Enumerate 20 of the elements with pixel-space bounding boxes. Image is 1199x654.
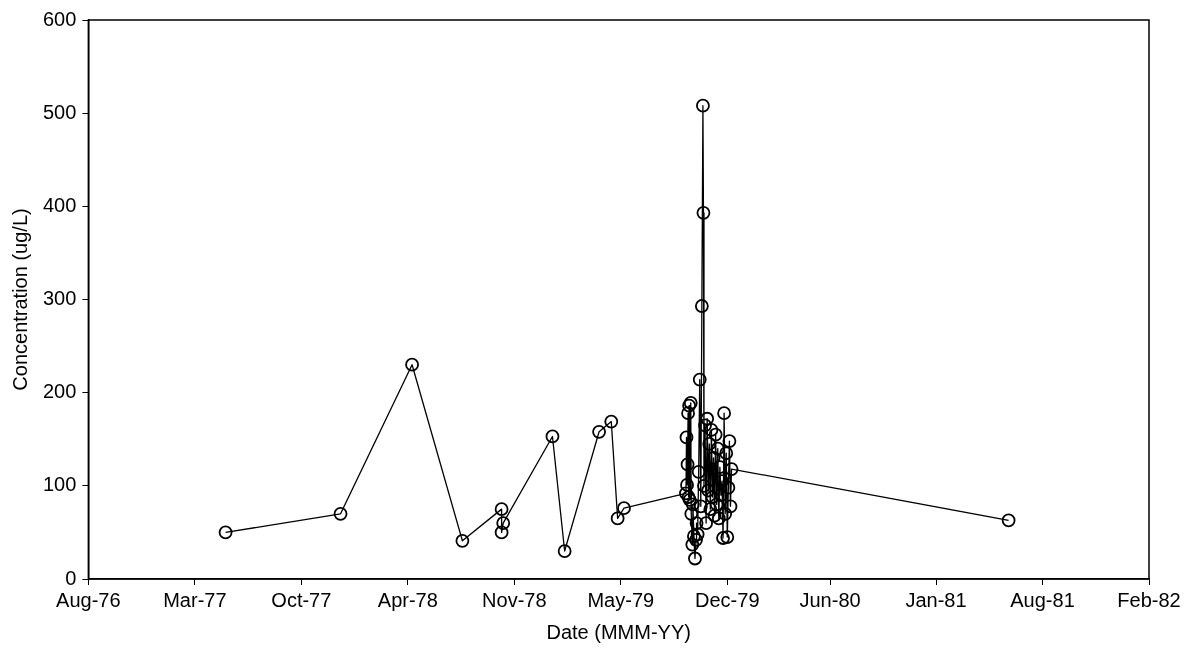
x-tick-label: Jun-80 <box>799 588 861 611</box>
y-tick-label: 500 <box>42 100 77 123</box>
y-tick-label: 300 <box>42 287 77 310</box>
x-tick-label: Jan-81 <box>905 588 967 611</box>
x-tick-label: Dec-79 <box>695 588 760 611</box>
y-tick-label: 200 <box>42 380 77 403</box>
y-axis-title: Concentration (ug/L) <box>8 208 31 391</box>
x-tick-label: Mar-77 <box>163 588 227 611</box>
x-tick-label: Feb-82 <box>1117 588 1181 611</box>
x-tick-label: Oct-77 <box>271 588 332 611</box>
y-tick-label: 600 <box>42 7 77 30</box>
y-tick-label: 400 <box>42 193 77 216</box>
x-axis-title: Date (MMM-YY) <box>546 620 691 643</box>
y-tick-label: 100 <box>42 473 77 496</box>
x-tick-label: Aug-76 <box>56 588 121 611</box>
x-tick-label: Apr-78 <box>377 588 438 611</box>
x-tick-label: Nov-78 <box>482 588 547 611</box>
x-tick-label: Aug-81 <box>1010 588 1075 611</box>
x-tick-label: May-79 <box>587 588 655 611</box>
y-tick-label: 0 <box>65 566 77 589</box>
